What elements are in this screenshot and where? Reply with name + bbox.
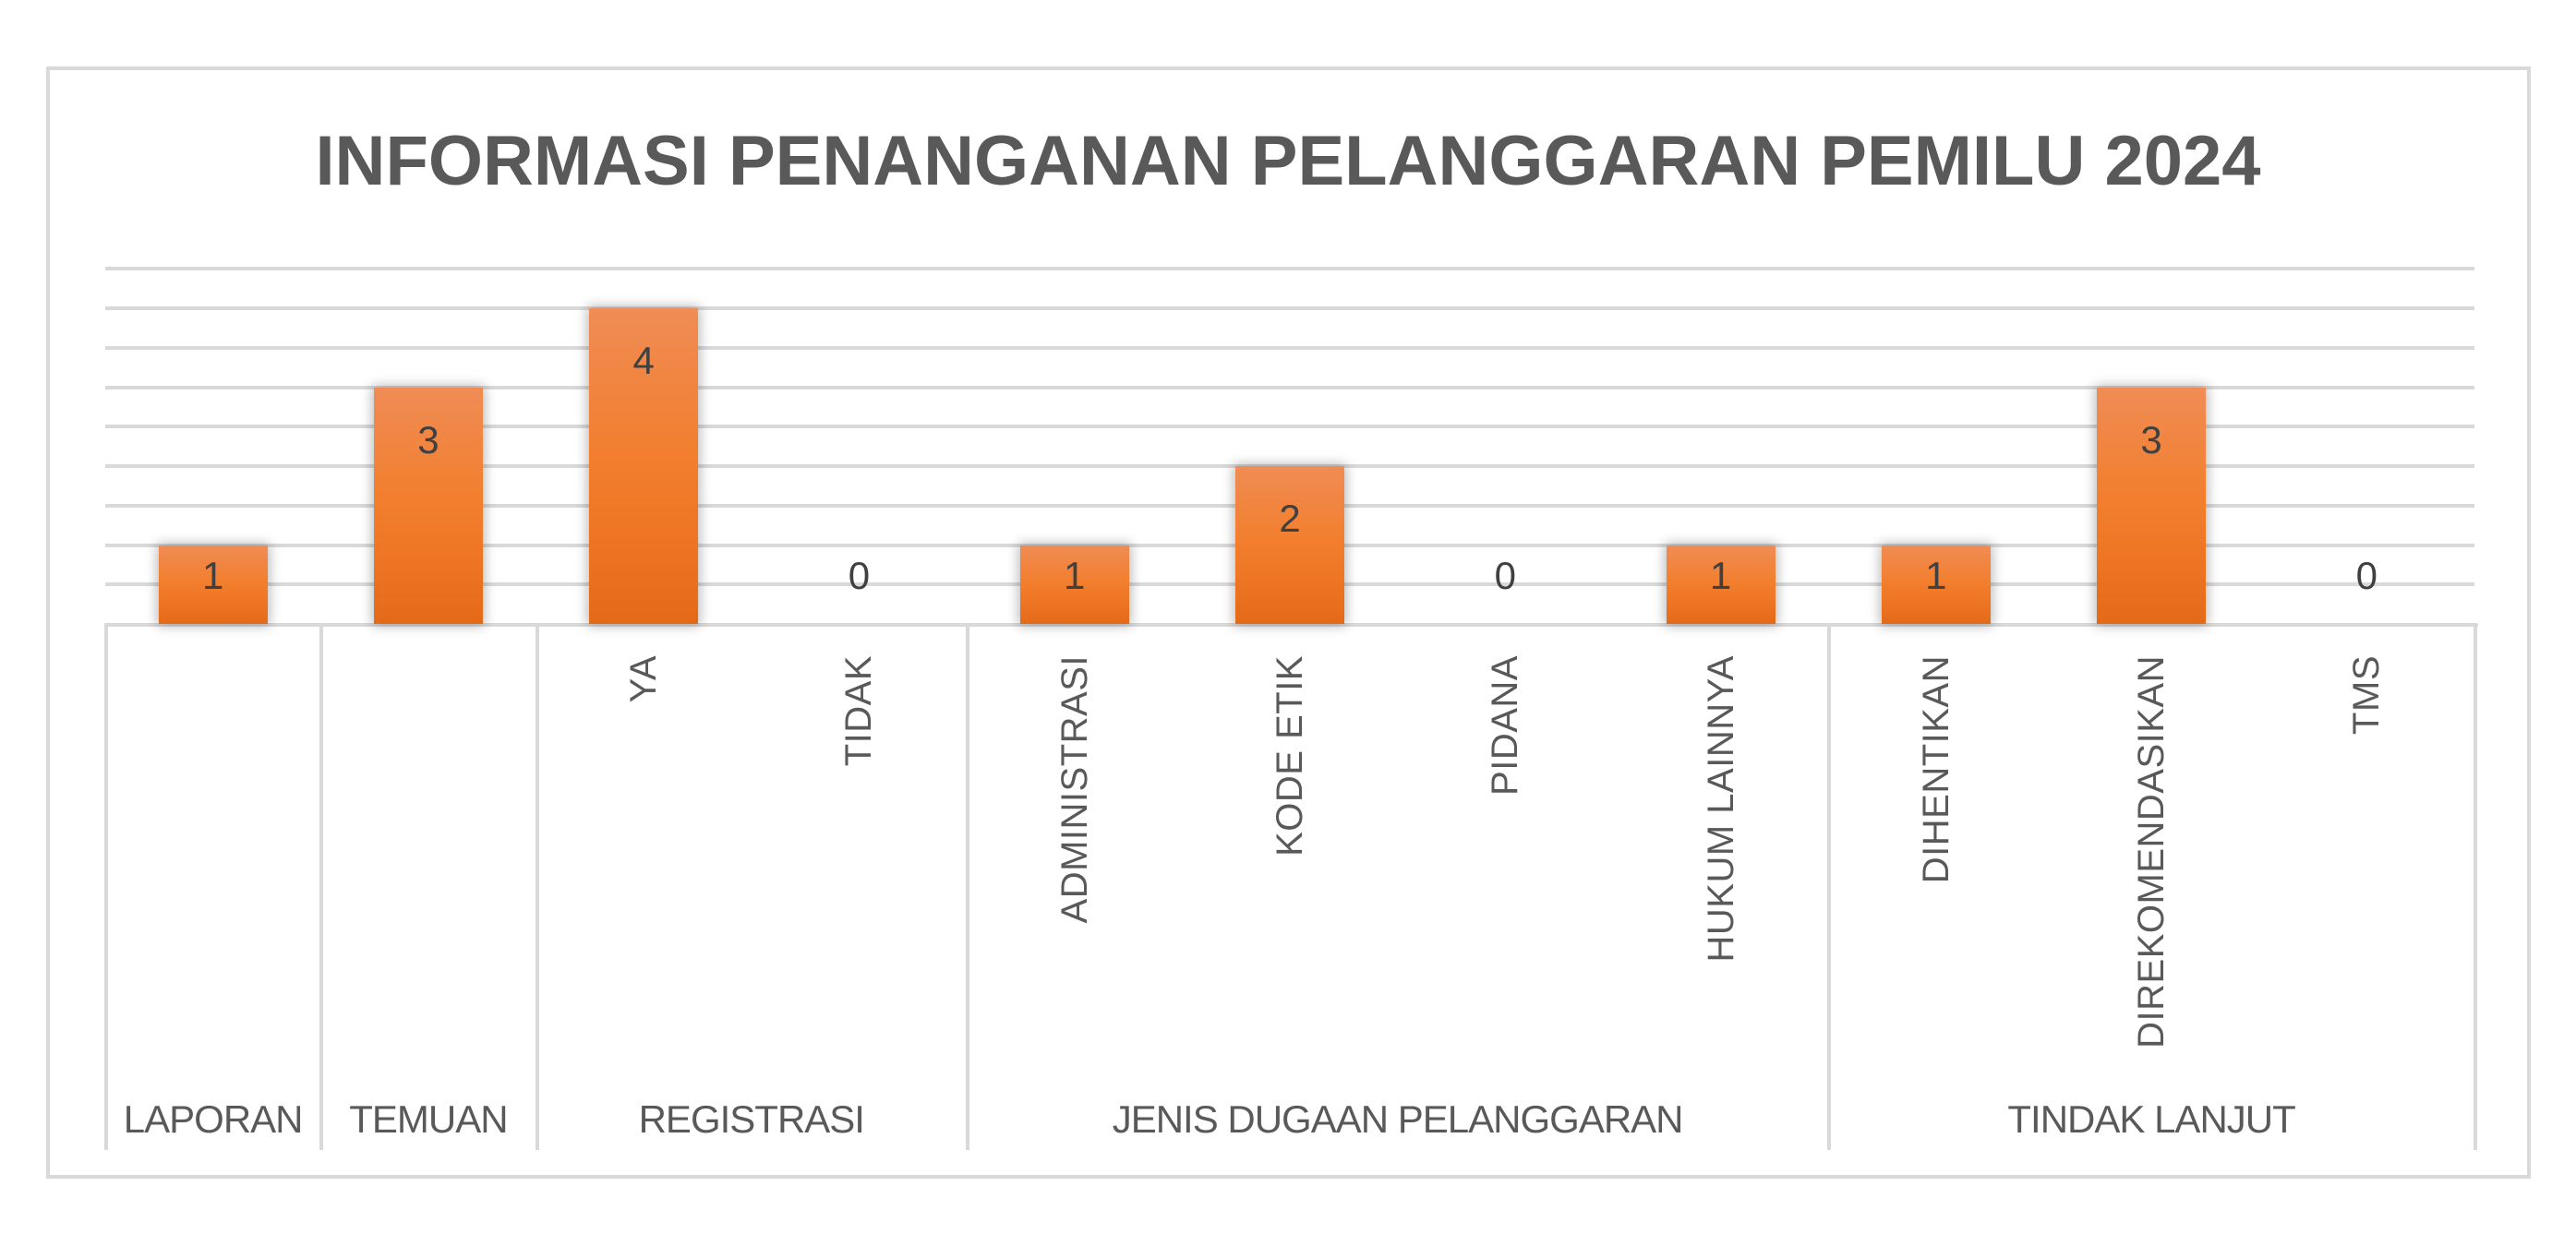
data-label: 1	[1709, 554, 1732, 597]
bar-kode-etik	[1235, 466, 1344, 624]
category-separator	[966, 623, 969, 1150]
data-label: 3	[417, 417, 439, 461]
data-label: 1	[1064, 554, 1086, 597]
category-separator	[104, 623, 108, 1150]
data-label: 0	[1494, 554, 1516, 597]
category-label: TMS	[2346, 655, 2388, 735]
category-label: TIDAK	[838, 655, 880, 767]
category-label: KODE ETIK	[1270, 655, 1310, 857]
data-label: 0	[2355, 554, 2378, 597]
gridline	[105, 345, 2474, 350]
bar-laporan	[158, 545, 268, 624]
category-label: HUKUM LAINNYA	[1700, 655, 1741, 963]
gridline	[105, 385, 2474, 389]
chart-title: INFORMASI PENANGANAN PELANGGARAN PEMILU …	[315, 122, 2261, 200]
category-label: PIDANA	[1485, 655, 1526, 796]
bar-administrasi	[1019, 545, 1129, 624]
gridline	[105, 425, 2474, 429]
group-label: JENIS DUGAAN PELANGGARAN	[1112, 1097, 1684, 1141]
data-label: 1	[201, 554, 224, 597]
bar-dihentikan	[1881, 545, 1991, 624]
category-label: YA	[623, 655, 665, 703]
category-separator	[2474, 623, 2477, 1150]
bar-hukum-lainnya	[1666, 545, 1776, 624]
category-separator	[1827, 623, 1831, 1150]
data-label: 4	[632, 339, 655, 382]
data-label: 1	[1925, 554, 1947, 597]
category-separator	[536, 623, 539, 1150]
category-label: ADMINISTRASI	[1053, 655, 1095, 924]
group-label: LAPORAN	[123, 1097, 304, 1141]
category-axis-line	[105, 623, 2478, 627]
data-label: 0	[848, 554, 871, 597]
gridline	[105, 306, 2474, 310]
category-label: DIREKOMENDASIKAN	[2131, 655, 2173, 1048]
category-separator	[319, 623, 323, 1150]
bar-temuan	[373, 387, 483, 624]
gridline	[105, 267, 2474, 271]
bar-direkomendasikan	[2097, 387, 2207, 624]
group-label: REGISTRASI	[638, 1097, 865, 1141]
category-label: DIHENTIKAN	[1915, 655, 1956, 884]
data-label: 2	[1279, 497, 1301, 540]
group-label: TEMUAN	[349, 1097, 508, 1141]
group-label: TINDAK LANJUT	[2007, 1097, 2295, 1141]
bar-ya	[589, 308, 699, 624]
data-label: 3	[2140, 417, 2162, 461]
